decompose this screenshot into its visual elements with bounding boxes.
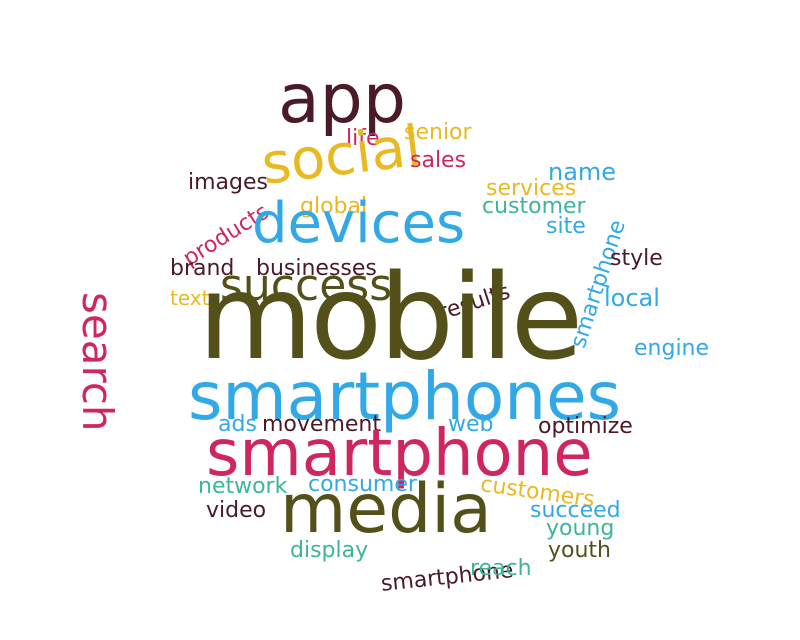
word-businesses: businesses [256,256,377,281]
word-text: text [170,286,210,310]
word-consumer: consumer [308,472,417,497]
word-mobile: mobile [198,248,583,386]
word-services: services [486,176,577,201]
word-movement: movement [262,412,381,437]
word-life: life [346,126,380,151]
word-smartphone-big: smartphone [206,417,593,491]
word-engine: engine [634,336,710,361]
word-reach: reach [470,556,532,581]
word-name: name [548,158,617,186]
word-display: display [290,538,369,563]
word-web: web [448,412,494,437]
word-devices: devices [252,191,466,256]
word-search: search [73,292,122,432]
word-young: young [546,516,615,541]
word-video: video [206,498,267,523]
word-network: network [198,474,288,499]
word-smartphones: smartphones [188,358,622,435]
word-success: success [220,260,393,311]
word-youth: youth [548,538,611,563]
word-optimize: optimize [538,414,633,439]
word-customer: customer [482,194,586,219]
word-app: app [278,60,406,139]
word-brand: brand [170,256,235,281]
word-site: site [546,214,586,239]
word-ads: ads [218,412,257,437]
word-sales: sales [410,148,467,173]
word-social: social [257,113,425,198]
word-global: global [300,194,368,219]
word-succeed: succeed [530,498,621,523]
word-media: media [280,470,492,549]
word-style: style [610,246,663,271]
word-images: images [188,170,268,195]
word-senior: senior [404,120,472,145]
word-local: local [604,284,660,312]
